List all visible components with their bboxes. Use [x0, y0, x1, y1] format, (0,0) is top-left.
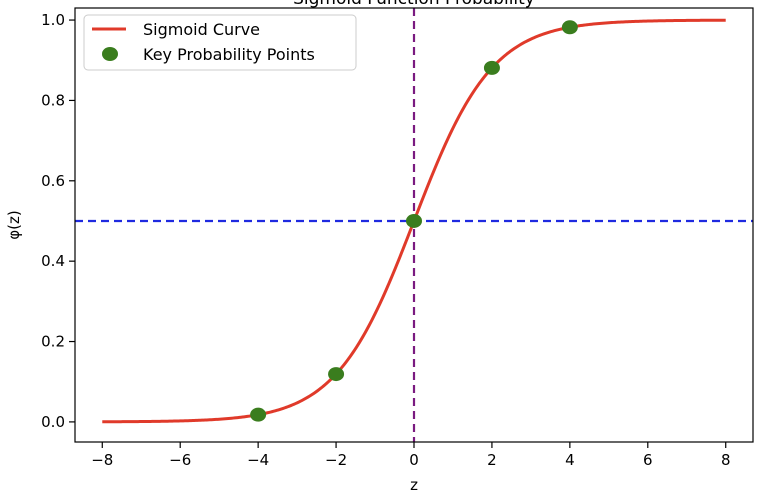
x-tick-label: −4 [247, 451, 269, 469]
x-axis-label: z [410, 476, 418, 494]
x-tick-label: −2 [325, 451, 347, 469]
y-tick-label: 0.2 [41, 333, 65, 351]
legend-box [83, 14, 357, 71]
x-tick-label: −8 [91, 451, 113, 469]
y-axis-label: φ(z) [5, 210, 23, 239]
key-probability-point [328, 367, 345, 382]
key-probability-point [483, 60, 500, 75]
x-tick-label: 0 [409, 451, 419, 469]
legend-label-sigmoid-curve: Sigmoid Curve [143, 20, 260, 39]
chart-title: Sigmoid Function Probability [293, 0, 535, 9]
x-tick-label: −6 [169, 451, 191, 469]
x-tick-label: 4 [565, 451, 575, 469]
y-tick-label: 0.4 [41, 252, 65, 270]
x-tick-label: 2 [487, 451, 497, 469]
y-tick-label: 0.6 [41, 172, 65, 190]
y-tick-label: 1.0 [41, 11, 65, 29]
y-tick-label: 0.8 [41, 91, 65, 109]
key-probability-point [250, 407, 267, 422]
legend-label-key-probability-points: Key Probability Points [143, 45, 315, 64]
key-probability-point [561, 20, 578, 35]
key-probability-point [406, 213, 422, 228]
y-tick-label: 0.0 [41, 413, 65, 431]
legend-marker-swatch [102, 47, 118, 61]
x-tick-label: 6 [643, 451, 653, 469]
x-tick-label: 8 [721, 451, 731, 469]
